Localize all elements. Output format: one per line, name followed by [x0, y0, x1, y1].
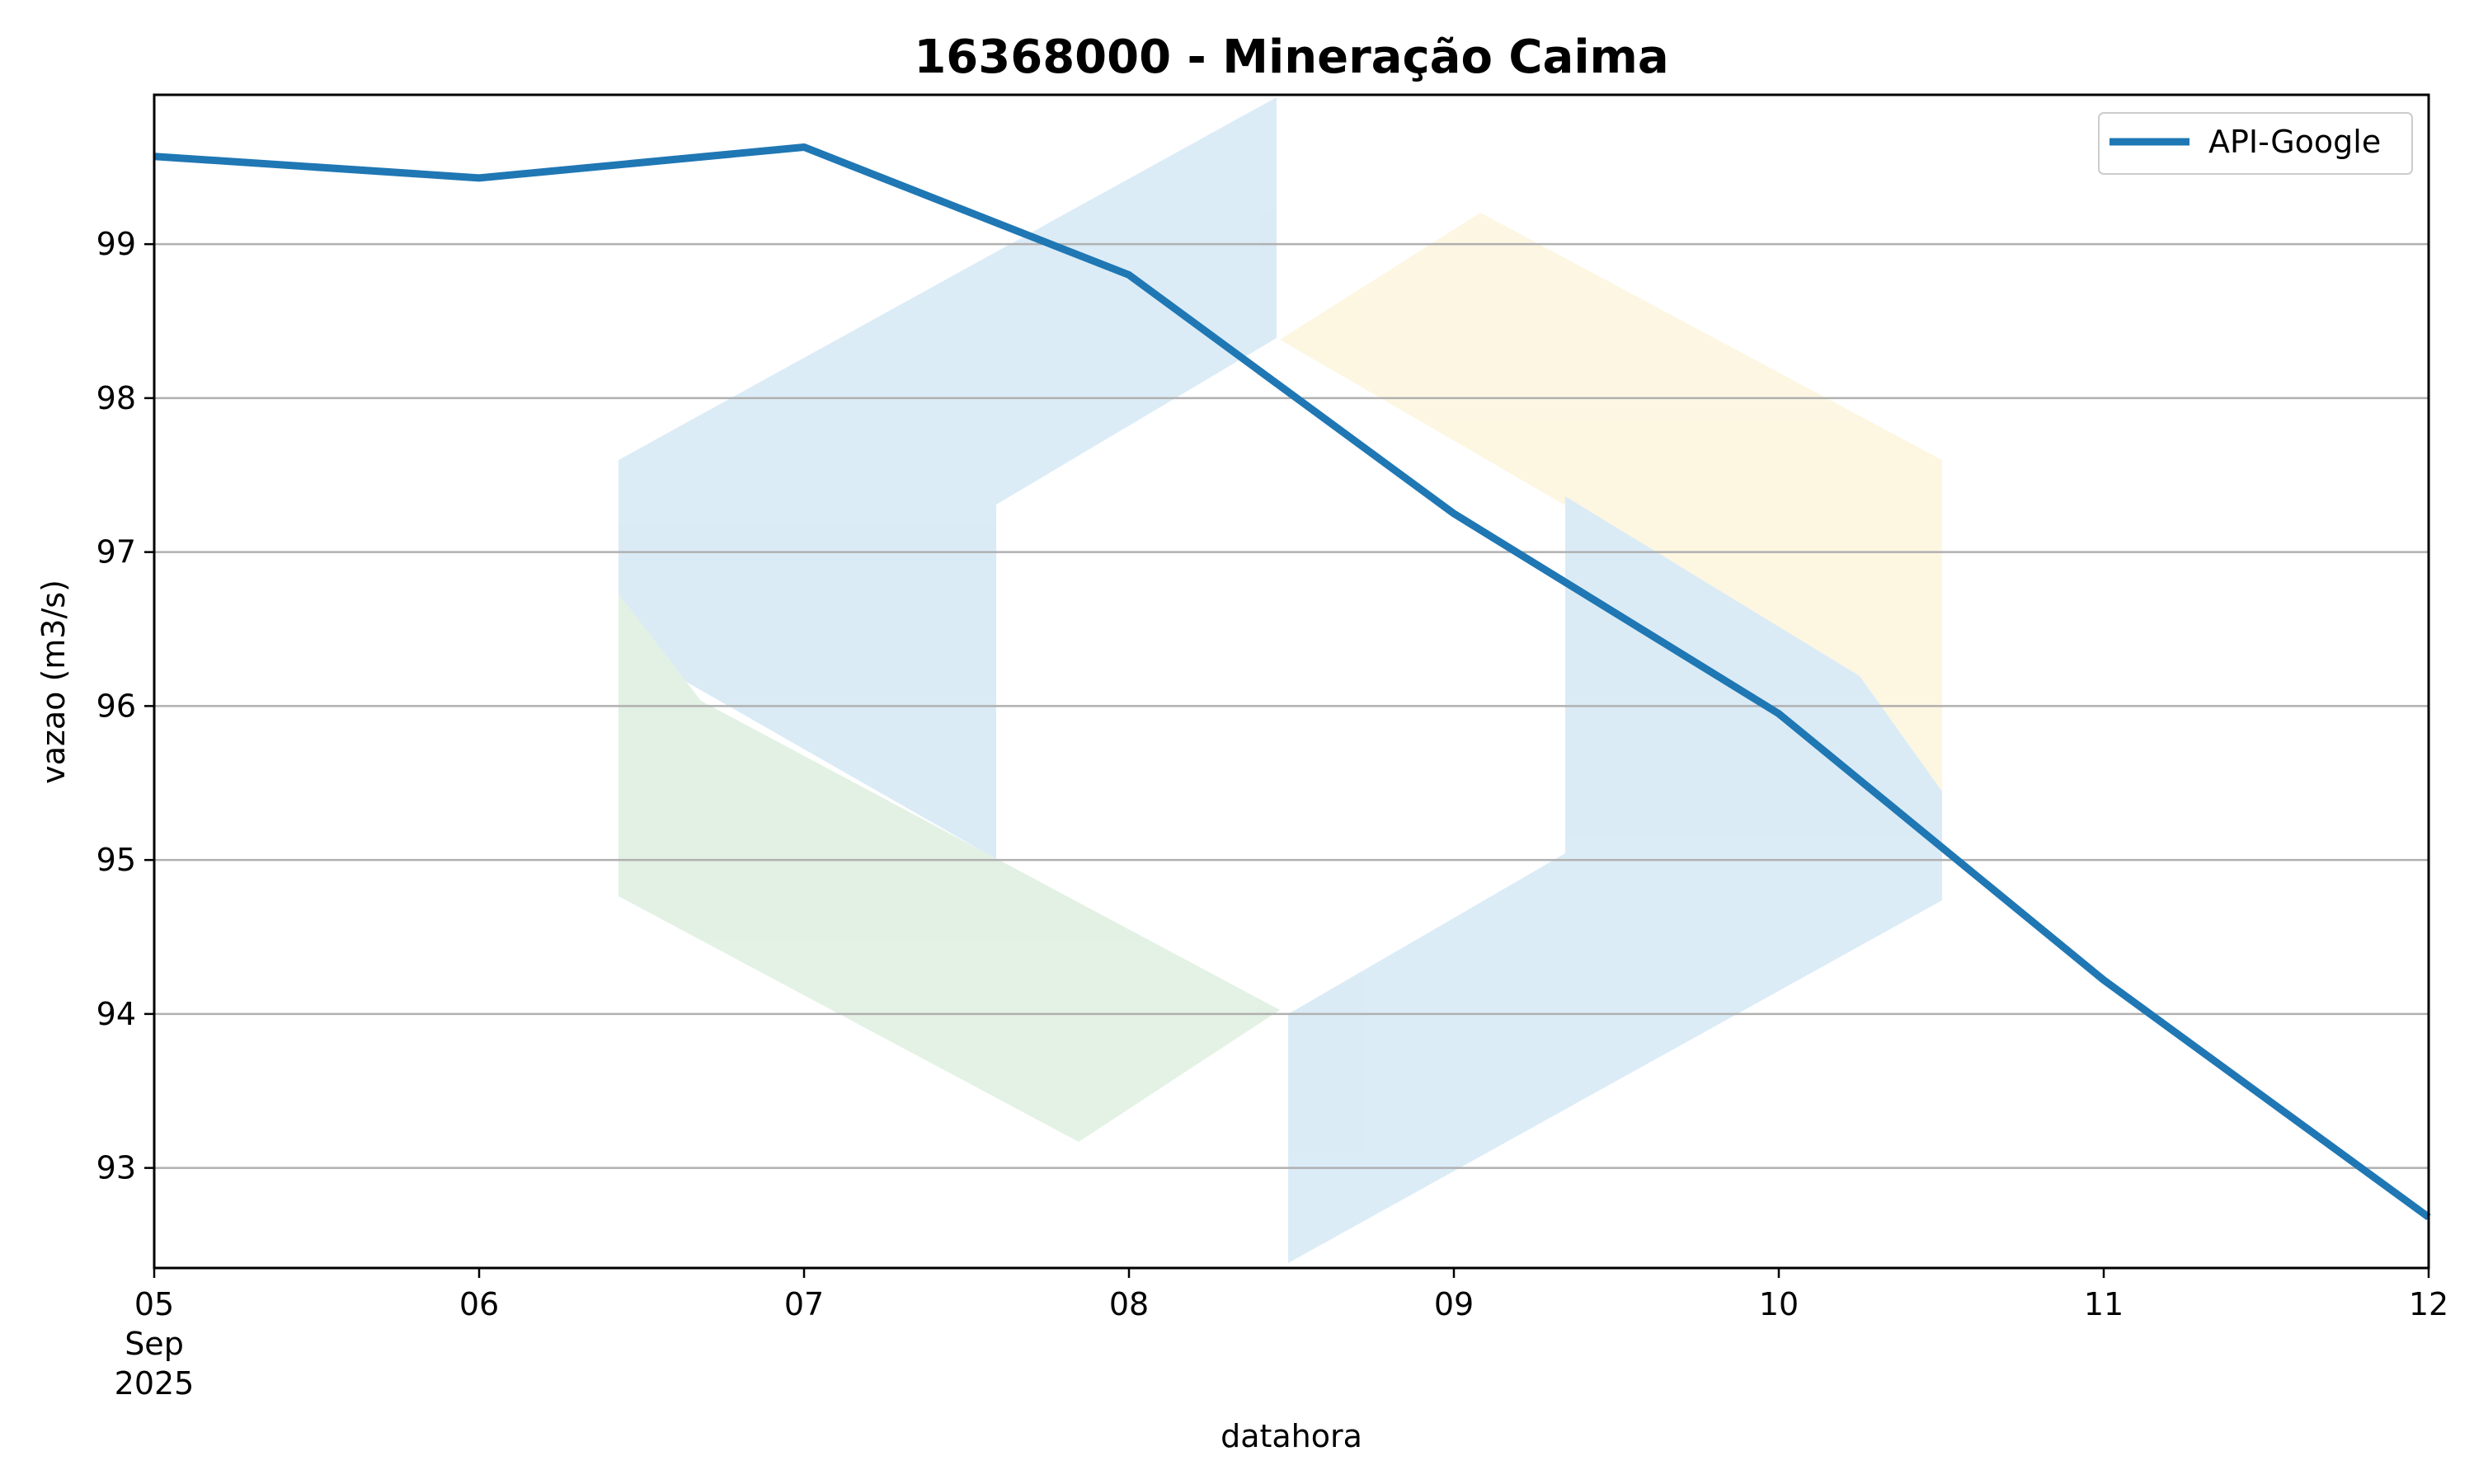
chart-title: 16368000 - Mineração Caima	[914, 31, 1668, 84]
x-tick-label-7: 12	[2409, 1286, 2448, 1322]
legend-box	[2098, 112, 2413, 175]
watermark-shape-left-green	[618, 594, 1280, 1142]
x-tick-label-0: 05	[134, 1286, 174, 1322]
x-tick-label-1: 06	[459, 1286, 499, 1322]
x-tick-sublabel-0: Sep	[125, 1326, 184, 1362]
x-tick-label-4: 09	[1434, 1286, 1474, 1322]
y-tick-label-94: 94	[96, 996, 136, 1032]
y-tick-label-93: 93	[96, 1150, 136, 1186]
y-tick-label-99: 99	[96, 226, 136, 262]
watermark-shape-right-blue	[1288, 496, 1942, 1263]
watermark-shape-top-left	[618, 97, 1277, 859]
x-tick-sublabel-1: 2025	[115, 1365, 195, 1402]
y-axis-ticks: 93 94 95 96 97 98 99	[96, 226, 154, 1186]
y-axis-label: vazao (m3/s)	[35, 580, 72, 784]
x-tick-label-6: 11	[2084, 1286, 2124, 1322]
legend: API-Google	[2098, 112, 2413, 175]
series-line-0	[153, 143, 2431, 1221]
watermark-logo	[618, 97, 1942, 1263]
x-tick-label-2: 07	[784, 1286, 824, 1322]
legend-entry-api-google: API-Google	[2208, 124, 2381, 160]
x-tick-label-3: 08	[1109, 1286, 1149, 1322]
plot-frame	[153, 93, 2430, 1270]
line-layer	[153, 143, 2431, 1221]
y-tick-label-96: 96	[96, 688, 136, 724]
y-tick-label-95: 95	[96, 842, 136, 878]
watermark-shape-top-right	[1280, 213, 1942, 791]
y-tick-label-98: 98	[96, 380, 136, 416]
y-tick-label-97: 97	[96, 534, 136, 571]
x-axis-label: datahora	[1221, 1418, 1362, 1454]
x-tick-label-5: 10	[1759, 1286, 1799, 1322]
